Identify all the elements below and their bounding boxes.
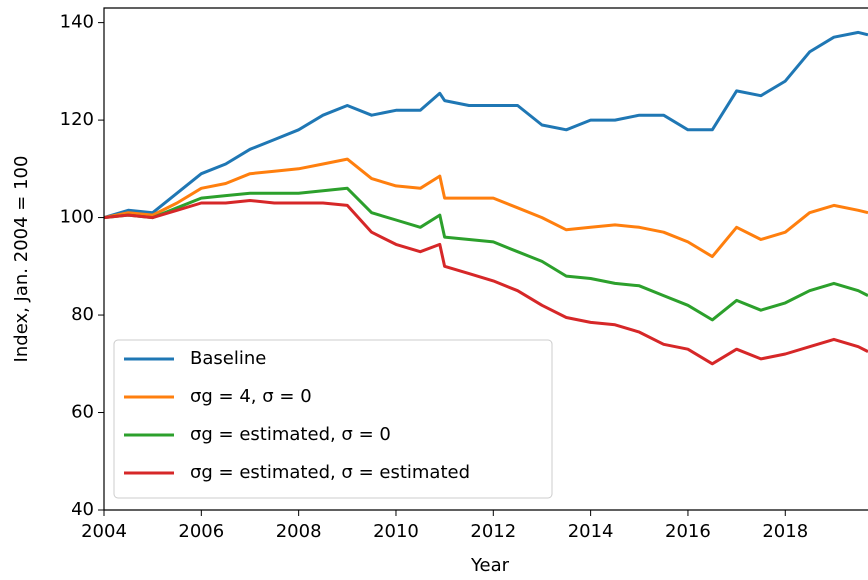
y-tick-label: 120 — [60, 109, 94, 130]
legend-label: σg = estimated, σ = estimated — [190, 462, 470, 483]
legend-label: σg = 4, σ = 0 — [190, 386, 312, 407]
axes-frame — [103, 7, 868, 511]
x-tick-label: 2010 — [373, 521, 419, 542]
x-tick-label: 2018 — [762, 521, 808, 542]
series-line — [103, 157, 868, 259]
series-line — [103, 30, 868, 220]
series-line — [103, 199, 868, 366]
y-tick-label: 40 — [71, 499, 94, 520]
y-tick-label: 140 — [60, 12, 94, 33]
x-tick-label: 2016 — [665, 521, 711, 542]
y-tick-label: 60 — [71, 402, 94, 423]
series-line — [103, 186, 868, 322]
y-tick-label: 100 — [60, 207, 94, 228]
y-axis-label: Index, Jan. 2004 = 100 — [11, 156, 32, 363]
legend-label: Baseline — [190, 348, 266, 369]
y-tick-label: 80 — [71, 304, 94, 325]
legend-box — [113, 339, 553, 499]
x-tick-label: 2014 — [568, 521, 614, 542]
x-tick-label: 2008 — [276, 521, 322, 542]
x-tick-label: 2006 — [178, 521, 224, 542]
legend-label: σg = estimated, σ = 0 — [190, 424, 391, 445]
x-tick-label: 2012 — [470, 521, 516, 542]
x-axis-label: Year — [470, 555, 510, 576]
x-tick-label: 2004 — [81, 521, 127, 542]
